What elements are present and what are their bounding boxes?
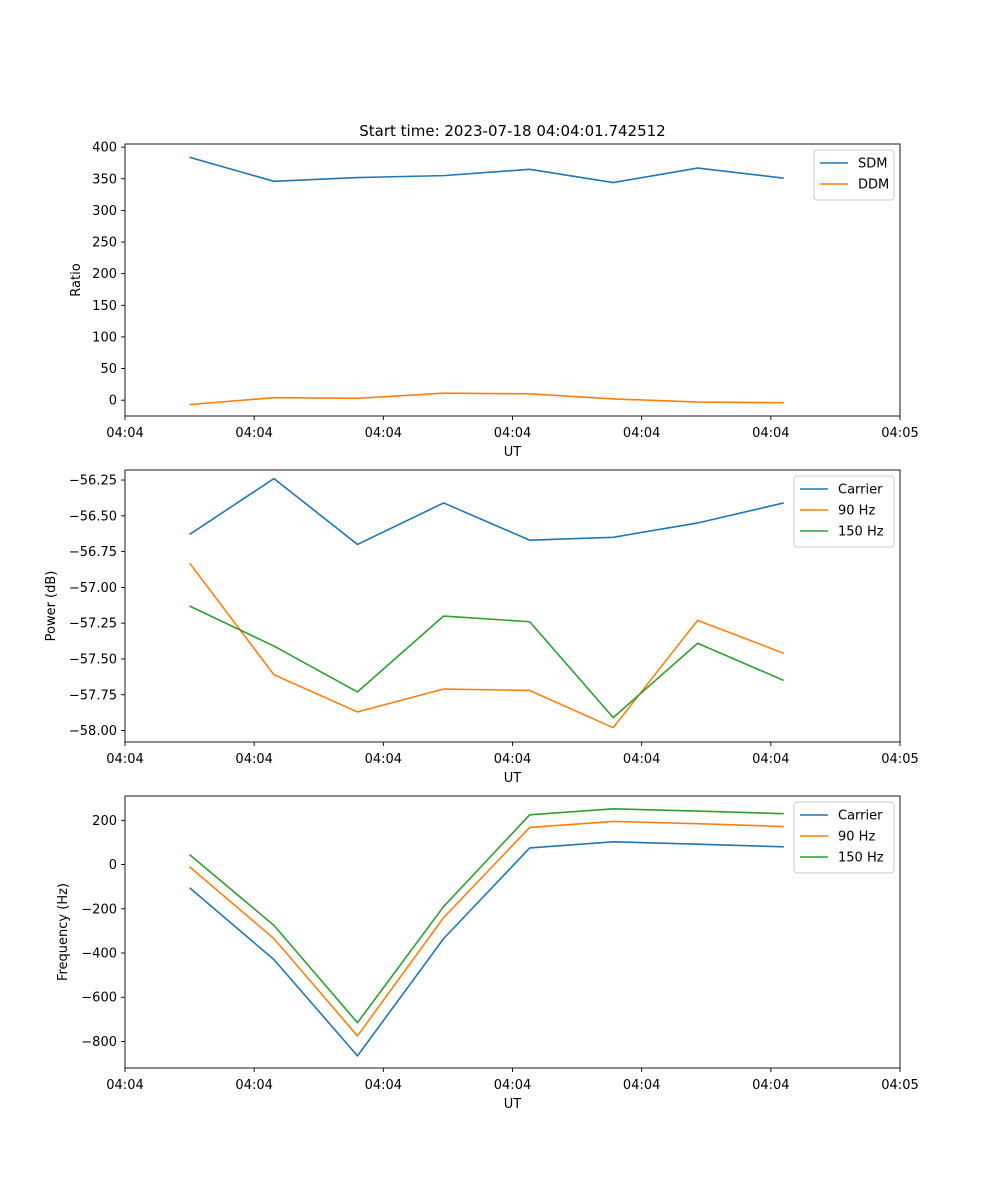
y-axis-label: Frequency (Hz) (56, 883, 71, 981)
y-tick-label: 0 (109, 394, 117, 409)
chart-panel-3: 04:04 04:04 04:04 04:04 04:04 04:04 04:05 −800 −… (56, 795, 919, 1112)
chart-panel-1: 04:04 04:04 04:04 04:04 04:04 04:04 04:05 0 50 10… (69, 122, 919, 460)
y-tick-label: 200 (92, 267, 117, 282)
x-tick-label: 04:04 (623, 1078, 660, 1093)
legend-box (793, 801, 895, 874)
y-tick-label: −57.50 (69, 652, 117, 667)
series-line-sdm (189, 156, 784, 184)
series-line-ddm (189, 392, 784, 406)
y-tick-label: −57.25 (69, 617, 117, 632)
y-tick-label: 100 (92, 330, 117, 345)
y-tick-label: −600 (81, 991, 117, 1006)
series-line-150-hz (189, 808, 784, 1024)
x-tick-label: 04:05 (881, 752, 918, 767)
y-tick-label: −58.00 (69, 724, 117, 739)
series-line-90-hz (188, 562, 785, 729)
legend-box (793, 475, 895, 548)
y-tick-label: −56.25 (69, 474, 117, 489)
y-tick-label: 200 (92, 814, 117, 829)
x-tick-label: 04:04 (365, 1078, 402, 1093)
axes-frame (124, 469, 901, 743)
legend-label-90-hz: 90 Hz (838, 830, 875, 845)
x-tick-label: 04:04 (365, 752, 402, 767)
x-tick-label: 04:04 (106, 1078, 143, 1093)
legend-label-150-hz: 150 Hz (838, 525, 884, 540)
x-tick-label: 04:04 (494, 752, 531, 767)
y-tick-label: 150 (92, 299, 117, 314)
y-tick-label: 300 (92, 204, 117, 219)
y-axis-label: Ratio (69, 263, 84, 296)
legend-label-carrier: Carrier (838, 809, 883, 824)
x-tick-label: 04:04 (106, 752, 143, 767)
series-line-150-hz (189, 605, 785, 719)
x-axis-label: UT (504, 771, 522, 786)
y-tick-label: −800 (81, 1035, 117, 1050)
y-tick-label: −57.75 (69, 688, 117, 703)
y-tick-label: −400 (81, 947, 117, 962)
x-tick-label: 04:04 (235, 1078, 272, 1093)
legend-label-ddm: DDM (858, 178, 889, 193)
y-tick-label: 250 (92, 236, 117, 251)
legend-label-carrier: Carrier (838, 483, 883, 498)
x-axis-label: UT (504, 445, 522, 460)
x-tick-label: 04:04 (623, 426, 660, 441)
y-tick-label: −57.00 (69, 581, 117, 596)
y-axis-label: Power (dB) (44, 571, 59, 642)
x-axis-label: UT (504, 1097, 522, 1112)
x-tick-label: 04:05 (881, 426, 918, 441)
y-tick-label: −56.75 (69, 545, 117, 560)
x-tick-label: 04:04 (235, 752, 272, 767)
x-tick-label: 04:04 (752, 752, 789, 767)
y-tick-label: 50 (100, 362, 117, 377)
x-tick-label: 04:04 (235, 426, 272, 441)
x-tick-label: 04:04 (752, 1078, 789, 1093)
legend: Carrier 90 Hz 150 Hz (793, 801, 895, 874)
legend-label-90-hz: 90 Hz (838, 504, 875, 519)
y-tick-label: 350 (92, 172, 117, 187)
y-tick-label: −200 (81, 902, 117, 917)
x-tick-label: 04:04 (752, 426, 789, 441)
x-tick-label: 04:04 (494, 1078, 531, 1093)
chart-panel-2: 04:04 04:04 04:04 04:04 04:04 04:04 04:05 −58.0… (44, 469, 919, 786)
series-line-90-hz (189, 820, 784, 1037)
x-tick-label: 04:05 (881, 1078, 918, 1093)
chart-title: Start time: 2023-07-18 04:04:01.742512 (359, 122, 665, 140)
series-line-carrier (189, 477, 784, 546)
y-tick-label: 400 (92, 141, 117, 156)
series-line-carrier (189, 840, 784, 1057)
x-tick-label: 04:04 (623, 752, 660, 767)
legend: SDM DDM (813, 149, 895, 201)
legend: Carrier 90 Hz 150 Hz (793, 475, 895, 548)
y-tick-label: 0 (109, 858, 117, 873)
y-tick-label: −56.50 (69, 509, 117, 524)
legend-label-150-hz: 150 Hz (838, 851, 884, 866)
x-tick-label: 04:04 (106, 426, 143, 441)
x-tick-label: 04:04 (365, 426, 402, 441)
x-tick-label: 04:04 (494, 426, 531, 441)
axes-frame (124, 143, 901, 417)
legend-label-sdm: SDM (858, 157, 887, 172)
